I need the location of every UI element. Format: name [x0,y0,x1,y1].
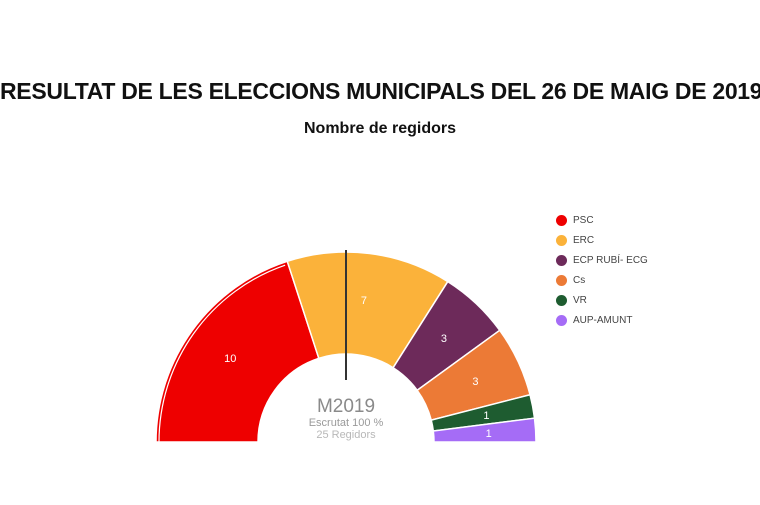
legend-swatch [556,274,567,286]
legend-label: Cs [573,274,586,286]
segment-value-label: 3 [472,376,478,388]
center-total: 25 Regidors [316,429,376,441]
chart-title: RESULTAT DE LES ELECCIONS MUNICIPALS DEL… [0,78,760,104]
legend-label: VR [573,294,587,306]
segment-erc [286,251,449,369]
legend-item: ECP RUBÍ- ECG [556,250,648,270]
legend-item: PSC [556,210,648,230]
segment-psc [155,260,320,443]
legend-swatch [556,254,567,266]
legend-item: VR [556,290,648,310]
legend-swatch [556,214,567,226]
legend-swatch [556,314,567,326]
legend-label: PSC [573,214,594,226]
segment-value-label: 10 [224,353,236,365]
segment-value-label: 1 [483,410,489,422]
segment-aup-amunt [432,417,537,443]
legend-label: ERC [573,234,595,246]
legend-label: AUP-AMUNT [573,314,633,326]
legend-item: Cs [556,270,648,290]
legend-swatch [556,234,567,246]
chart-subtitle: Nombre de regidors [303,120,457,137]
legend-label: ECP RUBÍ- ECG [573,254,648,266]
legend-item: ERC [556,230,648,250]
center-scrutiny: Escrutat 100 % [309,417,384,429]
segment-highlight-line [158,264,286,443]
chart-legend: PSC ERC ECP RUBÍ- ECG Cs VR AUP-AMUNT [556,210,648,330]
segment-value-label: 1 [486,428,492,440]
legend-swatch [556,294,567,306]
center-label: M2019 [317,396,375,417]
segment-value-label: 3 [441,333,447,345]
segment-value-label: 7 [361,295,367,307]
legend-item: AUP-AMUNT [556,310,648,330]
